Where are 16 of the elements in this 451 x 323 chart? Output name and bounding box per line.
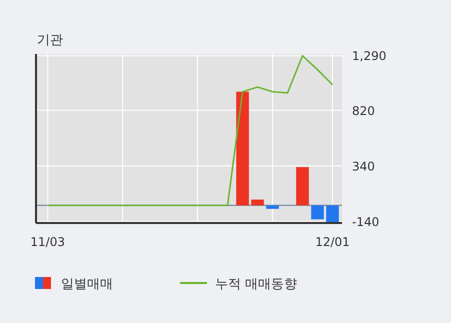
y-tick-label: 820	[352, 104, 375, 118]
line-series	[46, 54, 334, 206]
bar	[236, 92, 249, 206]
x-tick-label: 11/03	[30, 235, 65, 249]
bar	[266, 205, 279, 209]
y-tick-label: 1,290	[352, 49, 386, 64]
bar	[311, 205, 324, 220]
bar	[296, 167, 309, 206]
legend-label: 누적 매매동향	[215, 277, 298, 292]
bar	[251, 200, 264, 206]
bar	[326, 205, 339, 223]
y-tick-label: 340	[352, 159, 375, 174]
x-tick-label: 12/01	[315, 235, 350, 249]
y-tick-label: -140	[352, 215, 380, 230]
chart-title: 기관	[37, 33, 63, 48]
legend-label: 일별매매	[61, 277, 113, 292]
